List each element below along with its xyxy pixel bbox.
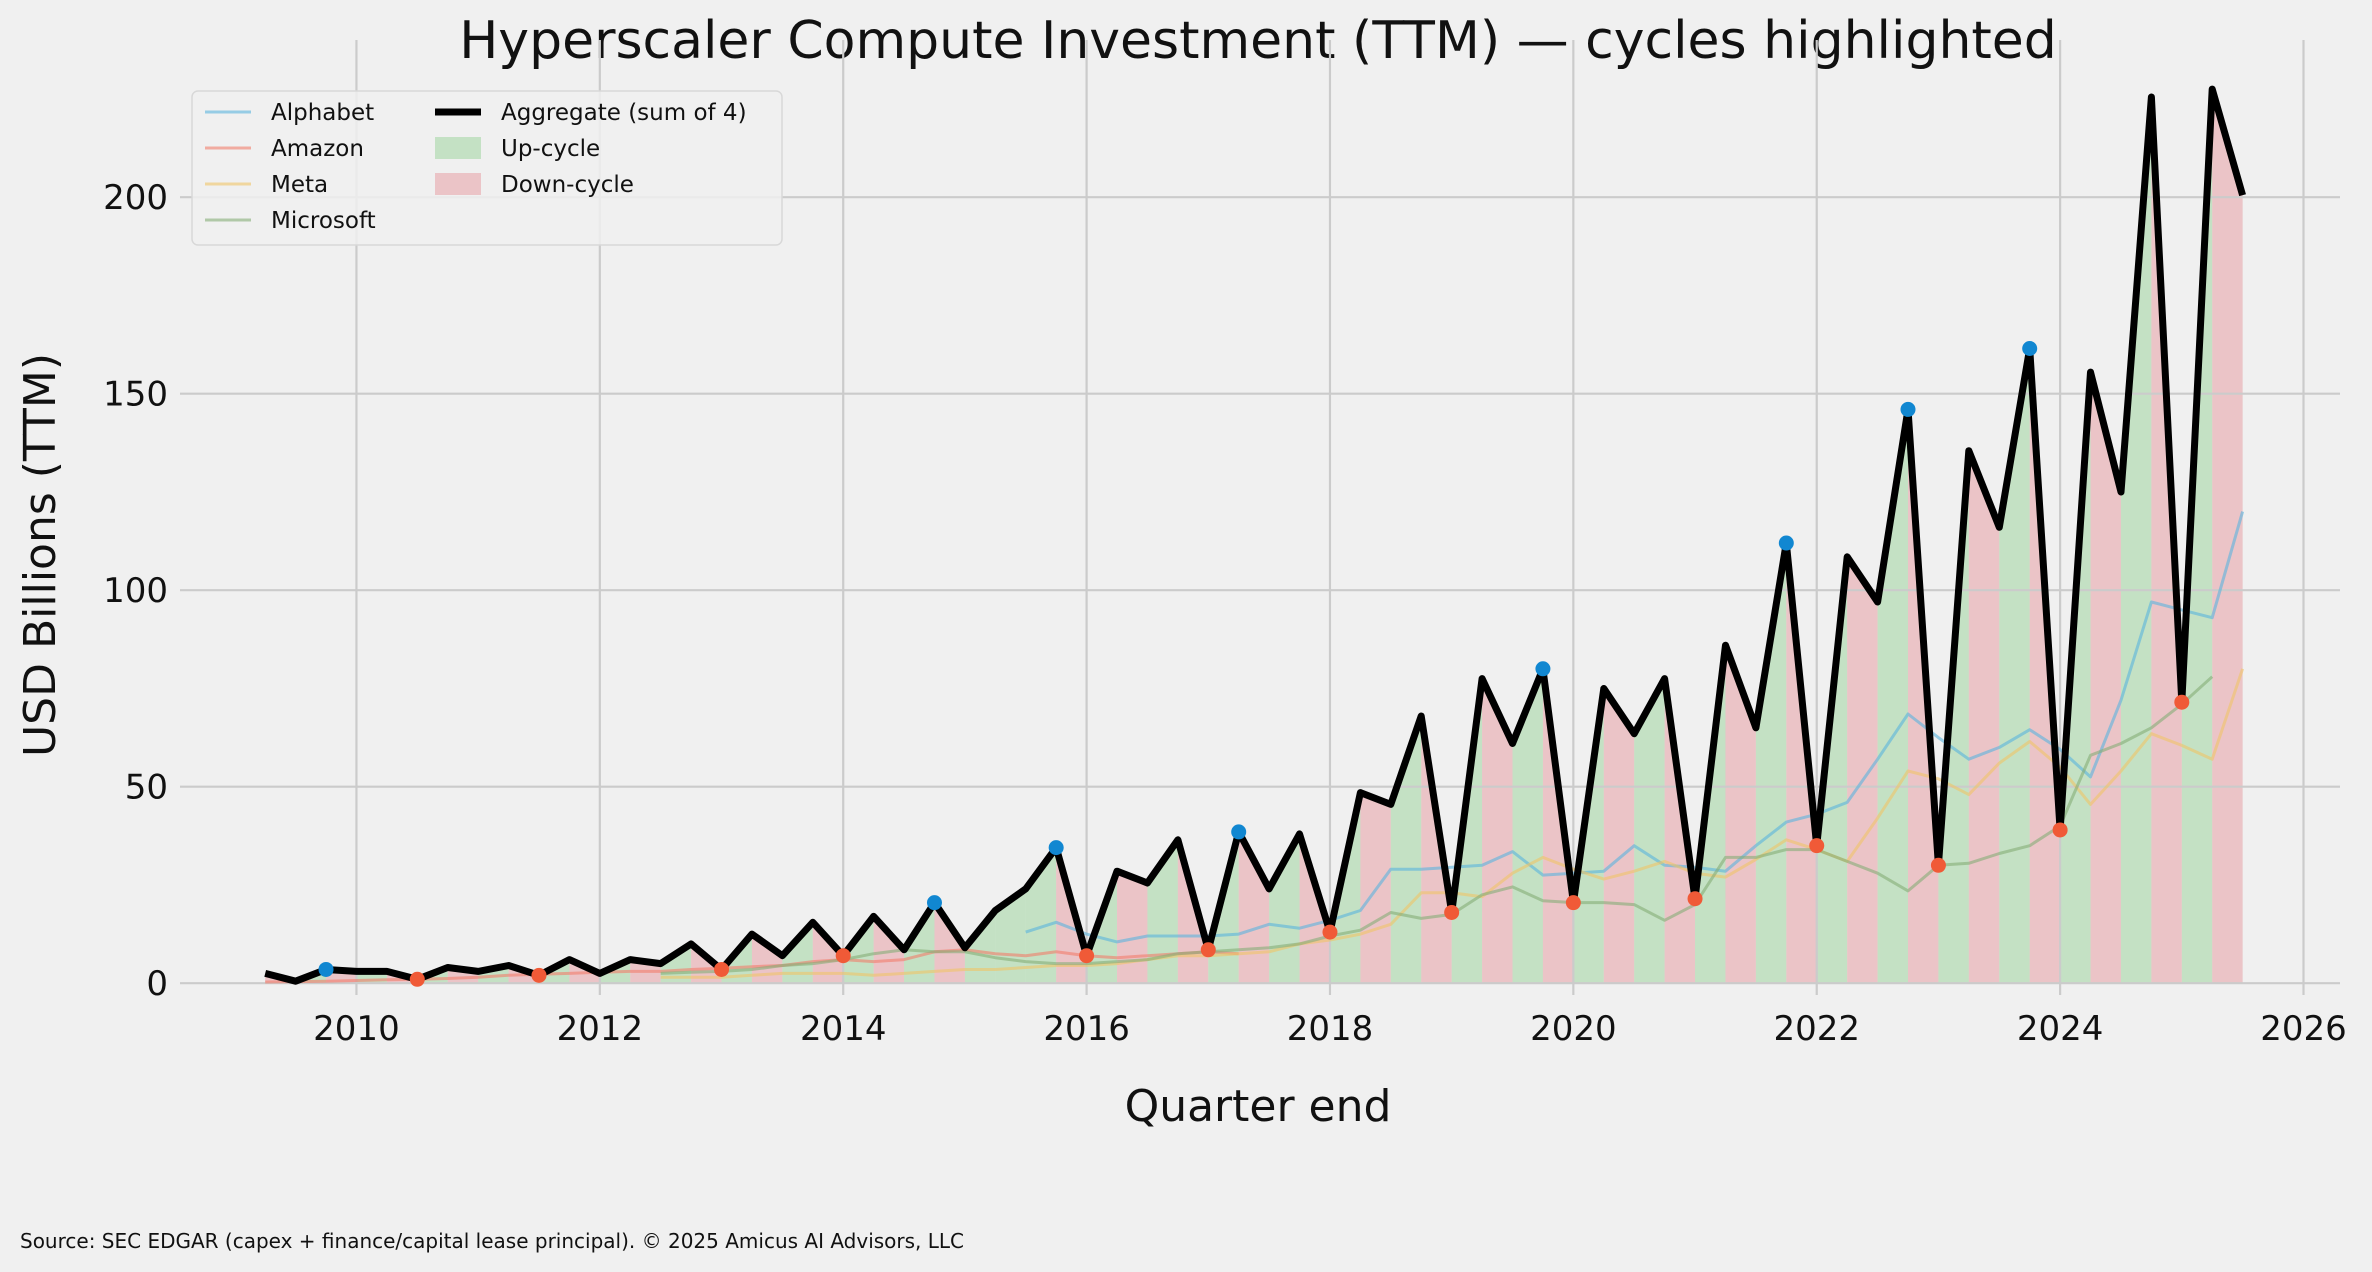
series-line-microsoft [660, 675, 2214, 975]
legend-frame [191, 90, 783, 246]
trough-marker [2174, 694, 2190, 710]
x-axis-label: Quarter end [1125, 1081, 1392, 1132]
peak-marker [2022, 341, 2038, 357]
peak-marker [1231, 824, 1247, 840]
legend-label: Aggregate (sum of 4) [501, 100, 747, 126]
trough-marker [1200, 942, 1216, 958]
trough-marker [1444, 904, 1460, 920]
trough-marker [835, 948, 851, 964]
down-cycle-segment [1968, 450, 2000, 984]
down-cycle-segment [1847, 556, 1878, 984]
x-tick-label: 2022 [1773, 1009, 1860, 1049]
up-cycle-segment [1877, 409, 1908, 984]
peak-marker [1535, 661, 1551, 677]
y-tick-label: 50 [125, 768, 168, 808]
legend-swatch [435, 173, 481, 195]
x-tick-label: 2026 [2260, 1009, 2347, 1049]
down-cycle-segment [2090, 372, 2121, 984]
legend: Alphabet Amazon Meta Microsoft Aggregate (su… [191, 90, 783, 246]
up-cycle-segment [904, 902, 935, 984]
trough-marker [1809, 838, 1825, 854]
down-cycle-segment [1117, 871, 1148, 984]
x-tick-label: 2018 [1287, 1009, 1374, 1049]
source-note: Source: SEC EDGAR (capex + finance/capit… [20, 1229, 964, 1253]
legend-label: Down-cycle [501, 172, 634, 198]
legend-label: Up-cycle [501, 136, 600, 162]
up-cycle-segment [964, 910, 996, 984]
legend-swatch [435, 137, 481, 159]
series-line-aggregate [264, 85, 2246, 985]
y-axis-label: USD Billions (TTM) [15, 353, 66, 757]
legend-label: Meta [271, 172, 328, 198]
down-cycle-segment [1299, 833, 1330, 984]
x-tick-label: 2016 [1043, 1009, 1130, 1049]
peak-marker [1900, 401, 1916, 417]
legend-label: Microsoft [271, 208, 376, 234]
series-line-alphabet [1025, 511, 2245, 944]
legend-label: Amazon [271, 136, 364, 162]
down-cycle-segment [1238, 831, 1270, 984]
trough-marker [409, 971, 425, 987]
y-tick-label: 100 [103, 571, 168, 611]
down-cycle-segment [751, 934, 783, 984]
cycle-markers [318, 341, 2190, 987]
aggregate-series [264, 85, 2246, 985]
x-tick-label: 2024 [2017, 1009, 2104, 1049]
y-tick-label: 200 [103, 178, 168, 218]
x-tick-label: 2012 [557, 1009, 644, 1049]
down-cycle-segment [2151, 96, 2182, 984]
up-cycle-segment [843, 916, 874, 984]
up-cycle-segment [1755, 543, 1787, 984]
down-cycle-segment [2212, 89, 2243, 984]
trough-marker [1079, 948, 1095, 964]
axis-ticks: 2010 2012 2014 2016 2018 2020 2022 2024 2026 0 50 1… [103, 178, 2347, 1049]
up-cycle-segment [1999, 348, 2030, 984]
peak-marker [1048, 840, 1064, 856]
chart-title: Hyperscaler Compute Investment (TTM) — c… [459, 11, 2057, 71]
peak-marker [926, 895, 942, 911]
x-tick-label: 2020 [1530, 1009, 1617, 1049]
down-cycle-segment [812, 922, 844, 984]
trough-marker [2052, 822, 2068, 838]
down-cycle-segment [1603, 688, 1635, 984]
grid-lines [180, 40, 2340, 995]
trough-marker [1930, 857, 1946, 873]
y-tick-label: 150 [103, 375, 168, 415]
trough-marker [531, 967, 547, 983]
peak-marker [1778, 535, 1794, 551]
down-cycle-segment [1725, 645, 1756, 984]
x-tick-label: 2014 [800, 1009, 887, 1049]
up-cycle-segment [1512, 668, 1543, 984]
down-cycle-segment [873, 916, 905, 984]
peak-marker [318, 961, 334, 977]
trough-marker [714, 961, 730, 977]
down-cycle-segment [1482, 678, 1513, 984]
down-cycle-segment [934, 902, 965, 984]
x-tick-label: 2010 [313, 1009, 400, 1049]
up-cycle-segment [782, 922, 813, 984]
trough-marker [1565, 895, 1581, 911]
legend-label: Alphabet [271, 100, 374, 126]
trough-marker [1322, 924, 1338, 940]
y-tick-label: 0 [146, 964, 168, 1004]
trough-marker [1687, 891, 1703, 907]
up-cycle-segment [1816, 556, 1848, 984]
